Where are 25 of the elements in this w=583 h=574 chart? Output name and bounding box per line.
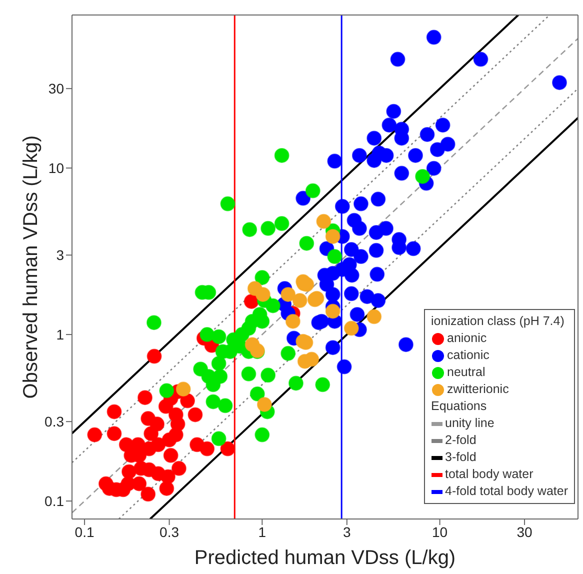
y-tick-label: 10 (48, 160, 64, 176)
legend-label: 3-fold (444, 449, 478, 466)
legend-label: cationic (446, 347, 490, 364)
y-tick-label: 1 (56, 326, 64, 342)
x-tick-label: 0.3 (160, 524, 180, 540)
y-tick-label: 0.1 (44, 493, 64, 510)
x-tick-label: 30 (516, 524, 533, 540)
legend-label: anionic (446, 330, 488, 347)
x-tick-label: 0.1 (74, 524, 94, 540)
legend-label: unity line (444, 415, 496, 432)
legend-label: 2-fold (444, 432, 478, 449)
legend-label: zwitterionic (446, 381, 510, 398)
x-axis-title: Predicted human VDss (L/kg) (194, 547, 456, 569)
y-axis-title: Observed human VDss (L/kg) (20, 135, 42, 399)
legend-title: ionization class (pH 7.4) (431, 313, 566, 330)
legend-label: neutral (446, 364, 486, 381)
annotation: Equations (431, 398, 488, 415)
y-tick-label: 3 (56, 247, 64, 264)
y-tick-label: 30 (48, 80, 64, 97)
x-tick-label: 10 (432, 524, 448, 540)
legend-label: 4-fold total body water (444, 483, 568, 500)
x-tick-label: 1 (258, 524, 266, 540)
x-tick-label: 3 (343, 524, 352, 540)
legend-label: total body water (444, 466, 534, 483)
y-tick-label: 0.3 (44, 414, 64, 430)
